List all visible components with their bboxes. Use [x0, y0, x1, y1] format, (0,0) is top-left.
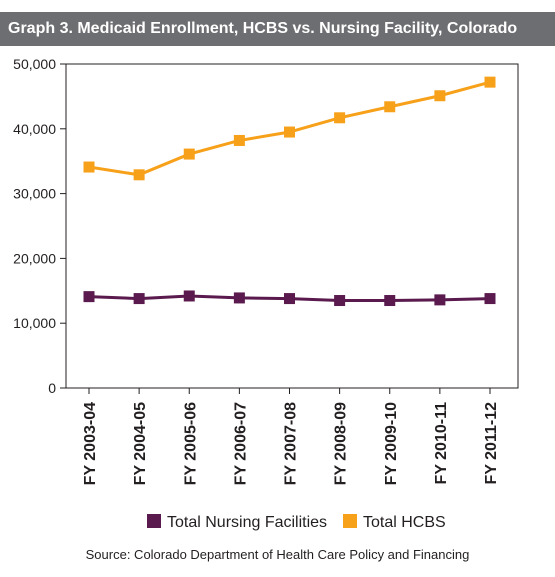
data-point [484, 76, 496, 88]
data-point [484, 293, 496, 305]
data-point [284, 293, 295, 305]
plot-frame [65, 63, 519, 389]
x-tick-label: FY 2006-07 [232, 402, 249, 485]
chart-title: Graph 3. Medicaid Enrollment, HCBS vs. N… [8, 20, 518, 37]
x-tick-label: FY 2003-04 [82, 402, 99, 485]
legend-swatch [147, 514, 161, 528]
y-tick-label: 30,000 [13, 186, 56, 202]
data-point [334, 112, 346, 124]
x-tick-label: FY 2010-11 [433, 402, 450, 485]
data-point [384, 101, 396, 113]
y-tick-label: 20,000 [13, 250, 56, 266]
data-point [133, 293, 145, 305]
y-tick-label: 50,000 [13, 56, 56, 72]
source-note: Source: Colorado Department of Health Ca… [85, 547, 470, 562]
data-point [434, 294, 446, 306]
chart-title-bar: Graph 3. Medicaid Enrollment, HCBS vs. N… [0, 12, 555, 46]
data-point [83, 161, 95, 173]
data-point [183, 290, 195, 302]
x-tick-label: FY 2007-08 [283, 402, 300, 485]
y-tick-label: 10,000 [13, 315, 56, 331]
data-point [183, 148, 195, 160]
data-point [233, 292, 245, 304]
x-tick-label: FY 2005-06 [182, 402, 199, 485]
data-point [434, 90, 446, 102]
y-tick-label: 0 [48, 380, 56, 396]
x-tick-label: FY 2009-10 [383, 402, 400, 485]
data-point [233, 134, 245, 146]
data-point [384, 295, 396, 307]
x-tick-label: FY 2011-12 [483, 402, 500, 485]
legend-label: Total HCBS [363, 514, 446, 531]
data-point [334, 295, 346, 307]
data-point [133, 169, 145, 181]
legend-swatch [343, 514, 357, 528]
data-point [83, 291, 95, 303]
legend-label: Total Nursing Facilities [167, 514, 327, 531]
x-tick-label: FY 2004-05 [132, 402, 149, 485]
y-tick-label: 40,000 [13, 121, 56, 137]
data-point [284, 126, 295, 138]
x-tick-label: FY 2008-09 [333, 402, 350, 485]
